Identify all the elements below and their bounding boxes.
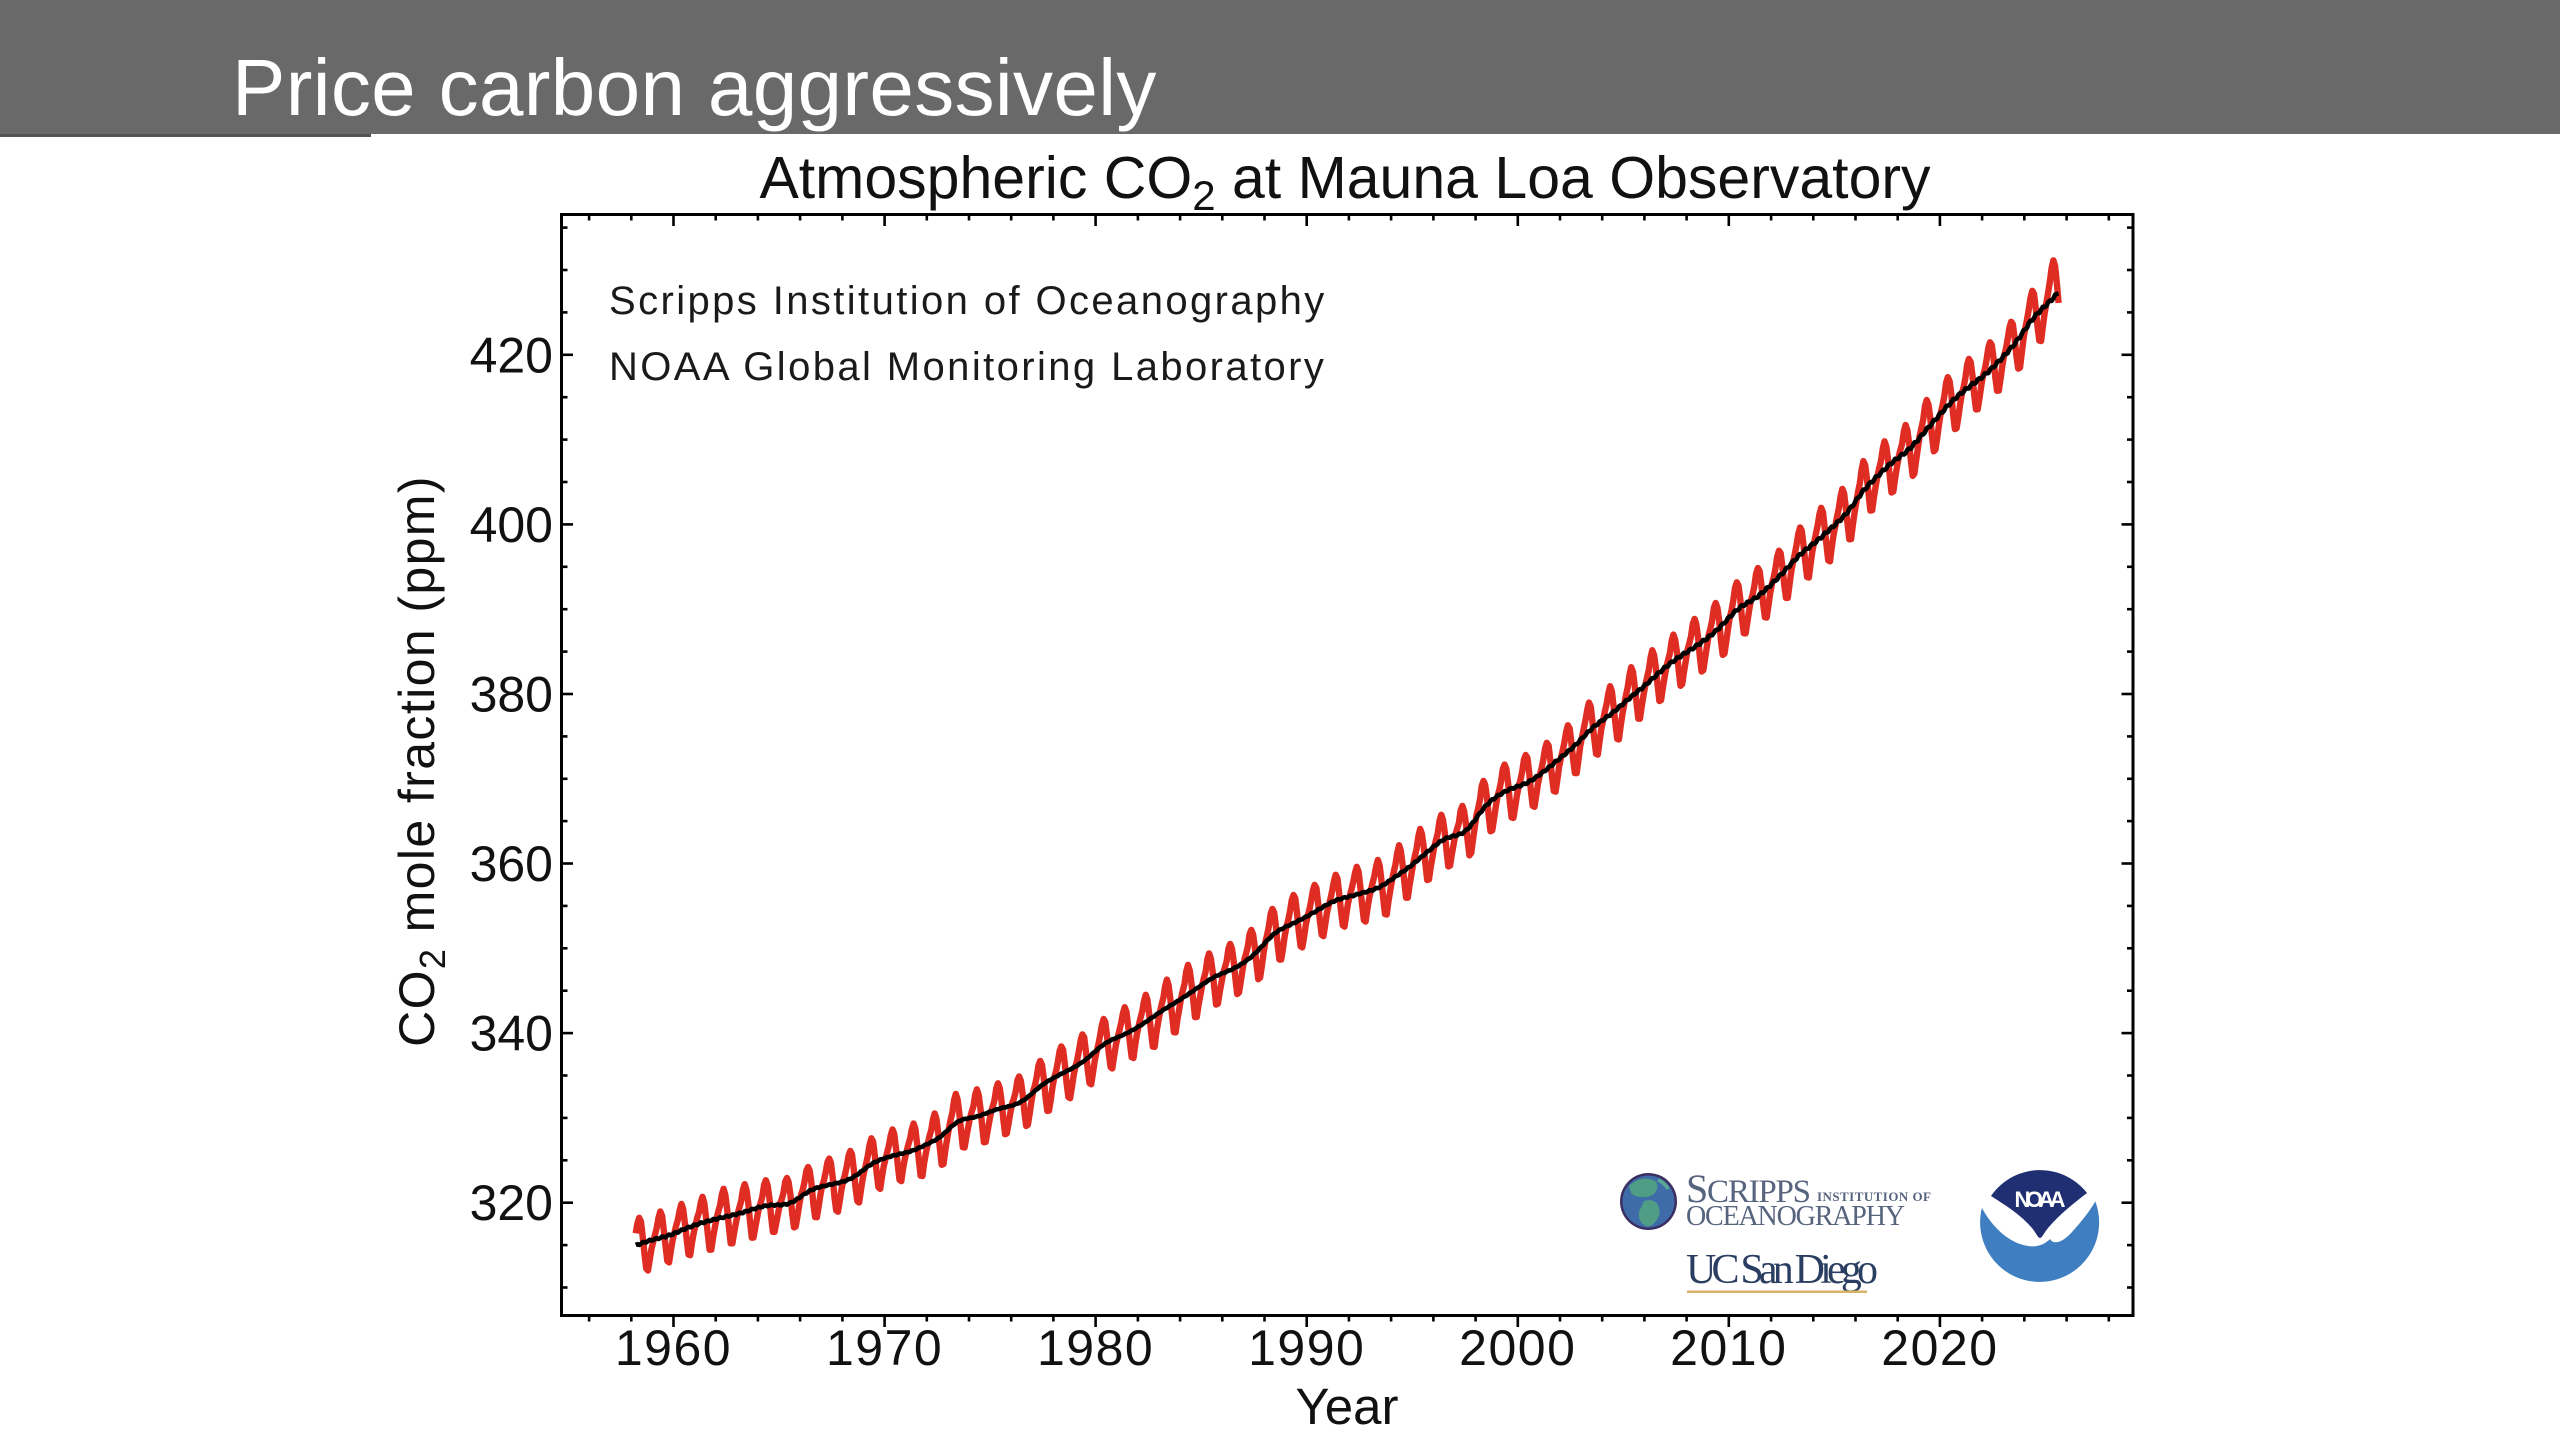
svg-text:420: 420 xyxy=(470,327,553,383)
svg-text:2010: 2010 xyxy=(1670,1320,1787,1376)
svg-text:NOAA: NOAA xyxy=(2015,1187,2066,1212)
svg-text:NOAA Global Monitoring Laborat: NOAA Global Monitoring Laboratory xyxy=(609,345,1326,389)
svg-text:380: 380 xyxy=(470,667,553,723)
svg-text:360: 360 xyxy=(470,836,553,892)
svg-text:SCRIPPS: SCRIPPS xyxy=(1686,1166,1811,1211)
svg-text:320: 320 xyxy=(470,1175,553,1231)
svg-text:CO2 mole fraction (ppm): CO2 mole fraction (ppm) xyxy=(389,475,453,1047)
svg-text:Scripps Institution of Oceanog: Scripps Institution of Oceanography xyxy=(609,279,1327,323)
svg-text:1990: 1990 xyxy=(1248,1320,1365,1376)
svg-text:OCEANOGRAPHY: OCEANOGRAPHY xyxy=(1686,1201,1905,1232)
svg-text:2000: 2000 xyxy=(1459,1320,1576,1376)
svg-text:Year: Year xyxy=(1295,1378,1398,1435)
svg-text:Atmospheric CO2 at Mauna Loa O: Atmospheric CO2 at Mauna Loa Observatory xyxy=(759,145,1931,219)
svg-text:2020: 2020 xyxy=(1881,1320,1998,1376)
svg-text:UC San Diego: UC San Diego xyxy=(1686,1247,1878,1293)
svg-text:1980: 1980 xyxy=(1037,1320,1154,1376)
svg-text:340: 340 xyxy=(470,1006,553,1062)
svg-text:400: 400 xyxy=(470,497,553,553)
svg-text:1970: 1970 xyxy=(826,1320,943,1376)
svg-text:INSTITUTION OF: INSTITUTION OF xyxy=(1817,1189,1931,1204)
svg-text:1960: 1960 xyxy=(615,1320,732,1376)
